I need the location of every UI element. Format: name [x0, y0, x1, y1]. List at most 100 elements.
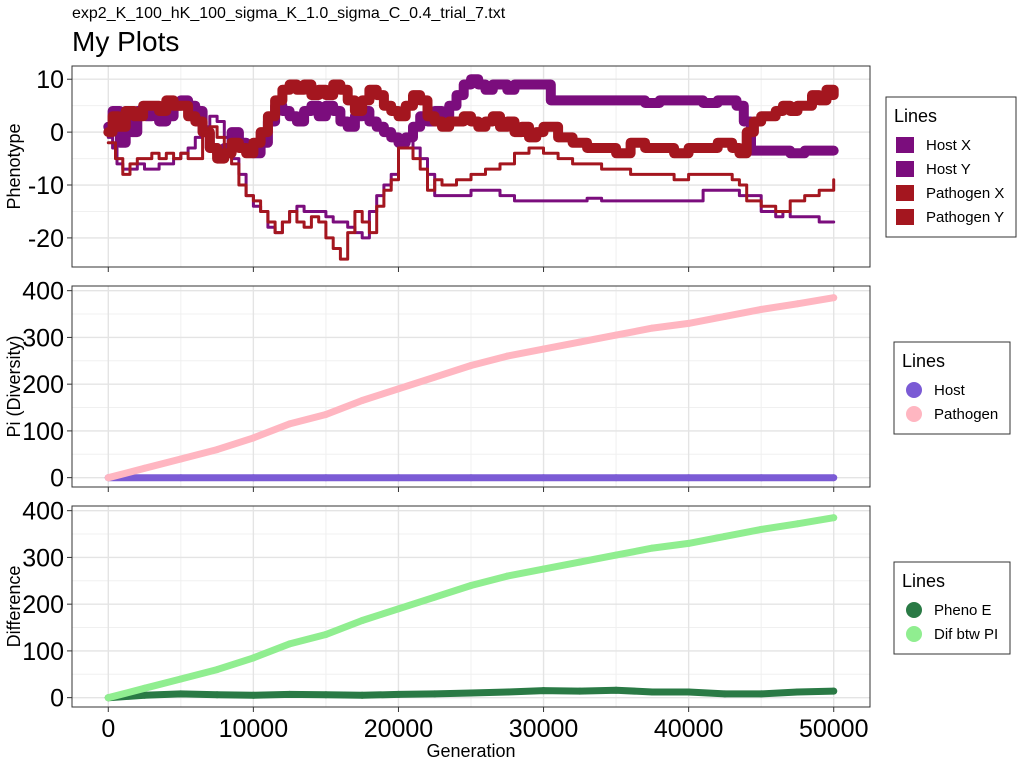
series-pathogen-y-line: [106, 125, 836, 261]
series-dif-btw-pi-point: [757, 525, 765, 533]
series-pheno-e-point: [830, 687, 838, 695]
series-pheno-e-point: [576, 687, 584, 695]
legend-key: [896, 209, 914, 225]
series-host-point: [395, 474, 402, 482]
series-dif-btw-pi-point: [104, 694, 112, 702]
panel-2: 400 300 200 100 0 Pi (Diversity) Lines Host Path…: [4, 278, 1011, 493]
series-host-x-line: [103, 74, 839, 159]
legend: Lines Pheno E Dif btw PI: [893, 561, 1011, 655]
legend-title: Lines: [902, 571, 945, 591]
y-tick-label: 0: [50, 119, 64, 147]
legend-entry-label: Host: [934, 382, 966, 399]
y-axis-title: Difference: [4, 566, 24, 648]
series-dif-btw-pi-point: [395, 605, 402, 613]
series-host-point: [322, 474, 330, 482]
legend-key: [906, 626, 922, 642]
series-dif-btw-pi-point: [576, 558, 584, 566]
legend-entry-label: Pheno E: [934, 602, 992, 619]
series-dif-btw-pi-point: [503, 572, 511, 580]
series-dif-btw-pi-point: [431, 593, 439, 601]
series-pheno-e-point: [286, 690, 294, 698]
x-tick-label: 20000: [364, 715, 434, 743]
series-pathogen-point: [576, 338, 584, 346]
x-tick-label: 40000: [654, 715, 724, 743]
series-pheno-e-point: [685, 688, 693, 696]
series-pheno-e-point: [467, 689, 475, 697]
series-pathogen-point: [104, 474, 112, 482]
y-tick-label: -10: [28, 172, 64, 200]
y-tick-label: 100: [22, 638, 64, 666]
series-pheno-e-point: [322, 691, 330, 699]
series-dif-btw-pi-point: [286, 640, 294, 648]
y-tick-label: 0: [50, 465, 64, 493]
legend-key: [896, 137, 914, 153]
chart-title: My Plots: [72, 26, 180, 57]
series-host-point: [467, 474, 475, 482]
y-tick-label: 300: [22, 544, 64, 572]
series-dif-btw-pi-point: [612, 551, 620, 559]
series-host-point: [249, 474, 257, 482]
panel-border: [71, 65, 871, 268]
y-axis-title: Phenotype: [4, 123, 24, 209]
series-pathogen-point: [395, 385, 402, 393]
series-dif-btw-pi-point: [830, 514, 838, 522]
series-pathogen-point: [612, 331, 620, 339]
series-pheno-e-point: [503, 688, 511, 696]
legend-entry-label: Pathogen X: [926, 185, 1004, 202]
series-pathogen-point: [685, 319, 693, 327]
series-dif-btw-pi-point: [685, 539, 693, 547]
series-host-point: [757, 474, 765, 482]
legend-entry-label: Host Y: [926, 161, 971, 178]
panel-border: [71, 285, 871, 488]
series-pathogen-point: [286, 420, 294, 428]
series-pheno-e-point: [721, 690, 729, 698]
series-group: [103, 74, 839, 261]
legend-key: [906, 406, 922, 422]
series-pathogen-point: [358, 397, 366, 404]
series-host-point: [540, 474, 547, 482]
x-tick-label: 10000: [219, 715, 289, 743]
y-tick-label: 200: [22, 371, 64, 399]
series-dif-btw-pi-point: [648, 544, 656, 552]
series-pheno-e-point: [431, 690, 439, 698]
series-pathogen-point: [503, 352, 511, 360]
legend: Lines Host Pathogen: [893, 341, 1011, 435]
series-pathogen-point: [757, 305, 765, 313]
panel-border: [71, 505, 871, 708]
legend: Lines Host X Host Y Pathogen X Pathogen Y: [885, 96, 1017, 238]
series-dif-btw-pi-point: [177, 675, 185, 683]
series-pathogen-point: [322, 411, 330, 418]
x-axis-title: Generation: [426, 741, 515, 761]
legend-key: [896, 185, 914, 201]
series-dif-btw-pi-point: [540, 565, 547, 573]
legend-entry-label: Pathogen: [934, 406, 998, 423]
series-pathogen-x-line: [103, 79, 839, 164]
series-dif-btw-pi-point: [794, 520, 801, 528]
series-pheno-e-point: [757, 690, 765, 698]
series-pheno-e-point: [648, 688, 656, 696]
y-tick-label: 100: [22, 418, 64, 446]
legend-entry-label: Pathogen Y: [926, 209, 1004, 226]
series-group: [104, 294, 838, 482]
series-pathogen-point: [213, 446, 221, 454]
series-pathogen-point: [830, 294, 838, 302]
legend-key: [906, 382, 922, 398]
series-pheno-e-point: [395, 690, 402, 698]
series-dif-btw-pi-point: [358, 617, 366, 624]
y-tick-label: 200: [22, 591, 64, 619]
y-tick-label: 300: [22, 324, 64, 352]
series-pathogen-point: [249, 434, 257, 442]
y-tick-label: -20: [28, 225, 64, 253]
x-tick-label: 30000: [509, 715, 579, 743]
series-pheno-e-point: [540, 687, 547, 695]
series-host-point: [830, 474, 838, 482]
series-pathogen-point: [177, 455, 185, 463]
series-pathogen-point: [431, 373, 439, 381]
series-pheno-e-point: [794, 688, 801, 696]
series-host-point: [612, 474, 620, 482]
legend-key: [896, 161, 914, 177]
series-group: [104, 514, 838, 702]
y-tick-label: 400: [22, 498, 64, 526]
